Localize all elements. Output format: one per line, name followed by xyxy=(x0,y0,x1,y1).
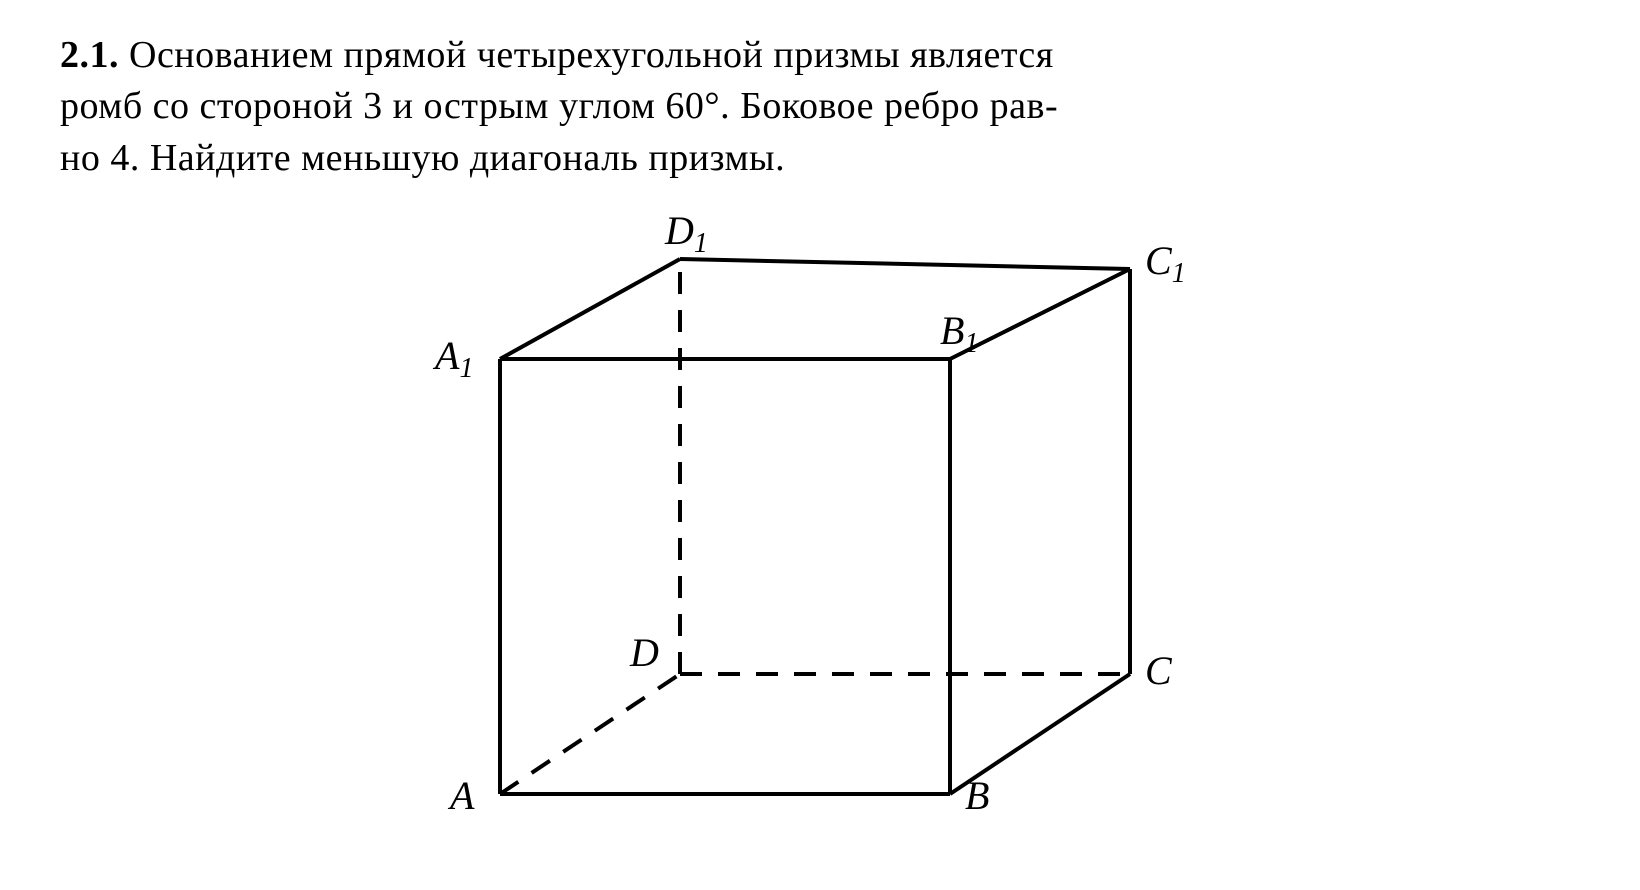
edge-C1-D1 xyxy=(680,259,1130,269)
vertex-label-A1: A1 xyxy=(432,333,473,384)
vertex-label-D: D xyxy=(629,630,659,675)
edge-A-D xyxy=(500,674,680,794)
vertex-label-B1: B1 xyxy=(940,308,978,359)
edge-D1-A1 xyxy=(500,259,680,359)
vertex-label-D1: D1 xyxy=(664,208,708,259)
vertex-label-A: A xyxy=(447,773,475,818)
vertex-label-C: C xyxy=(1145,648,1173,693)
problem-line-3: но 4. Найдите меньшую диагональ призмы. xyxy=(60,137,785,179)
vertex-label-C1: C1 xyxy=(1145,238,1186,289)
vertex-label-B: B xyxy=(965,773,989,818)
diagram-container: A B C D A1 B1 C1 D1 xyxy=(60,204,1580,844)
problem-line-1: Основанием прямой четырехугольной призмы… xyxy=(129,34,1054,76)
page: 2.1. Основанием прямой четырехугольной п… xyxy=(0,0,1640,874)
dashed-edges xyxy=(500,259,1130,794)
problem-line-2: ромб со стороной 3 и острым углом 60°. Б… xyxy=(60,85,1058,127)
prism-diagram: A B C D A1 B1 C1 D1 xyxy=(370,204,1270,844)
problem-number: 2.1. xyxy=(60,34,119,76)
solid-edges xyxy=(500,259,1130,794)
problem-statement: 2.1. Основанием прямой четырехугольной п… xyxy=(60,30,1580,184)
